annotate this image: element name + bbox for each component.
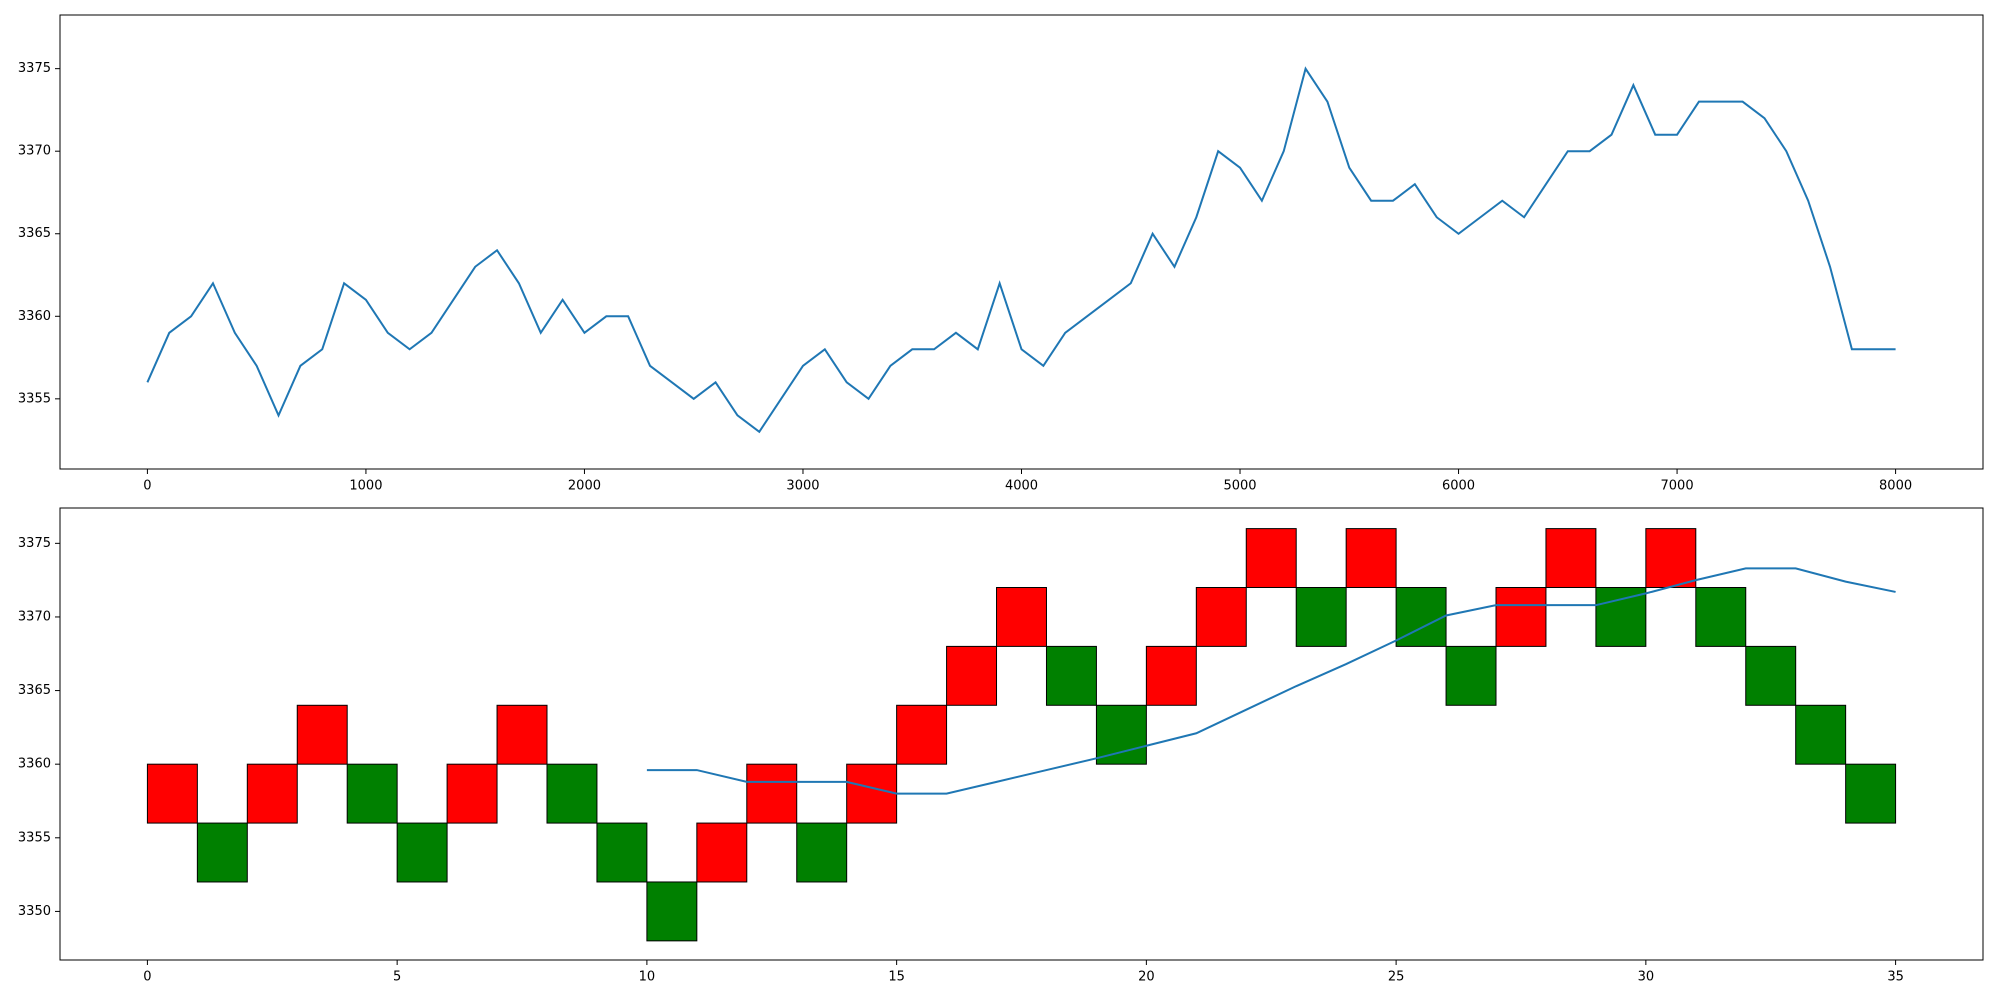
x-tick-label: 0 [143, 479, 151, 494]
renko-brick [1495, 587, 1547, 647]
renko-brick [1445, 645, 1497, 706]
renko-brick [296, 704, 348, 765]
renko-brick [946, 645, 998, 706]
y-tick-label: 3375 [18, 536, 51, 551]
renko-brick [646, 881, 698, 942]
renko-brick [896, 704, 948, 765]
x-tick-label: 6000 [1442, 479, 1475, 494]
x-tick-label: 3000 [786, 479, 819, 494]
renko-brick [1595, 587, 1647, 647]
y-tick-label: 3365 [18, 683, 51, 698]
x-tick-label: 7000 [1661, 479, 1694, 494]
renko-brick [496, 704, 548, 765]
renko-brick [746, 763, 798, 824]
axes-frame [59, 14, 1984, 470]
y-tick-label: 3375 [18, 61, 51, 76]
x-tick-label: 0 [143, 970, 151, 985]
renko-brick [796, 822, 848, 883]
line-series [646, 567, 1896, 795]
renko-brick [1745, 645, 1797, 706]
y-tick-label: 3355 [18, 830, 51, 845]
renko-brick [346, 763, 398, 824]
renko-brick [1345, 528, 1397, 589]
renko-brick [1295, 587, 1347, 647]
y-tick-label: 3360 [18, 309, 51, 324]
renko-brick [1045, 645, 1097, 706]
y-tick-label: 3365 [18, 226, 51, 241]
renko-brick [1095, 704, 1147, 765]
renko-brick [1145, 645, 1197, 706]
renko-brick [846, 763, 898, 824]
y-tick-label: 3370 [18, 609, 51, 624]
x-tick-label: 5 [393, 970, 401, 985]
renko-brick [1645, 528, 1697, 589]
x-tick-label: 10 [639, 970, 656, 985]
x-tick-label: 5000 [1223, 479, 1256, 494]
renko-brick [1845, 763, 1897, 824]
renko-brick [396, 822, 448, 883]
renko-brick [246, 763, 298, 824]
x-tick-label: 2000 [568, 479, 601, 494]
line-series [146, 66, 1896, 434]
renko-brick [1245, 528, 1297, 589]
renko-brick [996, 587, 1047, 647]
renko-brick [446, 763, 498, 824]
x-tick-label: 4000 [1005, 479, 1038, 494]
x-tick-label: 25 [1388, 970, 1405, 985]
renko-brick [546, 763, 598, 824]
x-tick-label: 1000 [349, 479, 382, 494]
x-tick-label: 30 [1638, 970, 1655, 985]
renko-brick [1795, 704, 1847, 765]
renko-brick [1545, 528, 1597, 589]
renko-brick [1695, 587, 1747, 647]
x-tick-label: 15 [888, 970, 905, 985]
y-tick-label: 3355 [18, 391, 51, 406]
renko-brick [1195, 587, 1247, 647]
y-tick-label: 3350 [18, 904, 51, 919]
axes-frame [59, 507, 1984, 961]
renko-brick [696, 822, 748, 883]
y-tick-label: 3360 [18, 757, 51, 772]
renko-brick [146, 763, 198, 824]
renko-brick [596, 822, 648, 883]
renko-brick [196, 822, 248, 883]
x-tick-label: 8000 [1879, 479, 1912, 494]
x-tick-label: 35 [1887, 970, 1904, 985]
x-tick-label: 20 [1138, 970, 1155, 985]
y-tick-label: 3370 [18, 144, 51, 159]
